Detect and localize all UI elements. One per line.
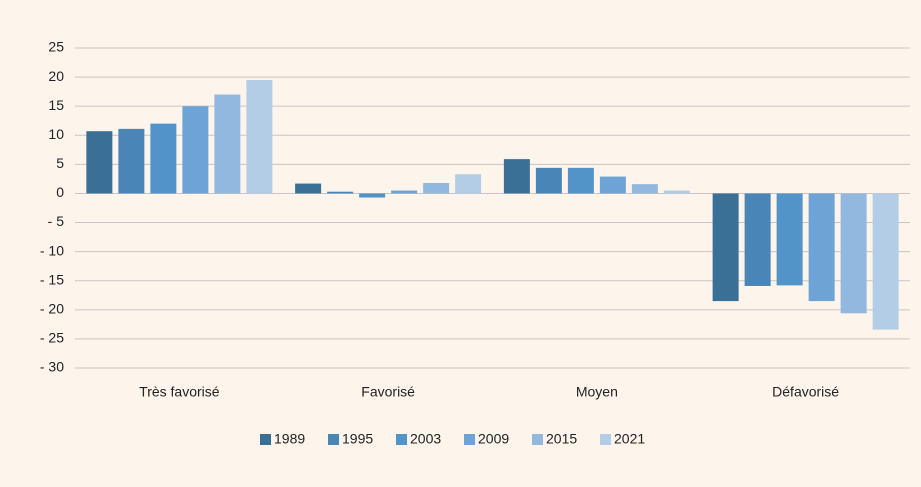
bar: [150, 123, 177, 194]
bar: [391, 190, 418, 194]
y-tick-label: - 20: [40, 301, 64, 317]
x-tick-label: Défavorisé: [772, 384, 839, 400]
legend-label: 2009: [478, 431, 509, 447]
y-tick-label: 25: [48, 39, 64, 55]
y-tick-label: 15: [48, 97, 64, 113]
legend-label: 2003: [410, 431, 441, 447]
legend-label: 2015: [546, 431, 577, 447]
bar: [295, 183, 322, 194]
bar: [118, 128, 145, 194]
y-tick-label: 10: [48, 126, 64, 142]
y-tick-label: - 30: [40, 359, 64, 375]
x-tick-label: Favorisé: [361, 384, 415, 400]
bar: [214, 94, 241, 194]
bar: [455, 174, 482, 194]
legend-swatch: [532, 434, 543, 445]
bar: [599, 176, 626, 194]
bar: [663, 190, 690, 194]
bar: [246, 80, 273, 194]
bar: [808, 193, 835, 302]
legend-label: 1995: [342, 431, 373, 447]
bar: [359, 193, 386, 198]
bar: [776, 193, 803, 286]
bar: [840, 193, 867, 314]
bar: [567, 167, 594, 194]
legend-label: 1989: [274, 431, 305, 447]
legend-swatch: [260, 434, 271, 445]
bar: [631, 184, 658, 194]
x-tick-label: Très favorisé: [139, 384, 220, 400]
bar: [503, 159, 530, 194]
y-tick-label: - 25: [40, 330, 64, 346]
y-tick-label: 0: [56, 184, 64, 200]
y-tick-label: 5: [56, 155, 64, 171]
bar: [86, 131, 113, 194]
bar: [712, 193, 739, 302]
bar: [872, 193, 899, 330]
legend-swatch: [396, 434, 407, 445]
x-tick-label: Moyen: [576, 384, 618, 400]
legend-swatch: [328, 434, 339, 445]
legend-label: 2021: [614, 431, 645, 447]
y-tick-label: 20: [48, 68, 64, 84]
legend-swatch: [600, 434, 611, 445]
bar: [744, 193, 771, 286]
bar: [327, 191, 354, 194]
bar: [182, 106, 209, 194]
bar: [423, 182, 450, 194]
y-tick-label: - 5: [48, 213, 65, 229]
bar: [535, 167, 562, 194]
y-tick-label: - 10: [40, 242, 64, 258]
y-tick-label: - 15: [40, 271, 64, 287]
legend-swatch: [464, 434, 475, 445]
